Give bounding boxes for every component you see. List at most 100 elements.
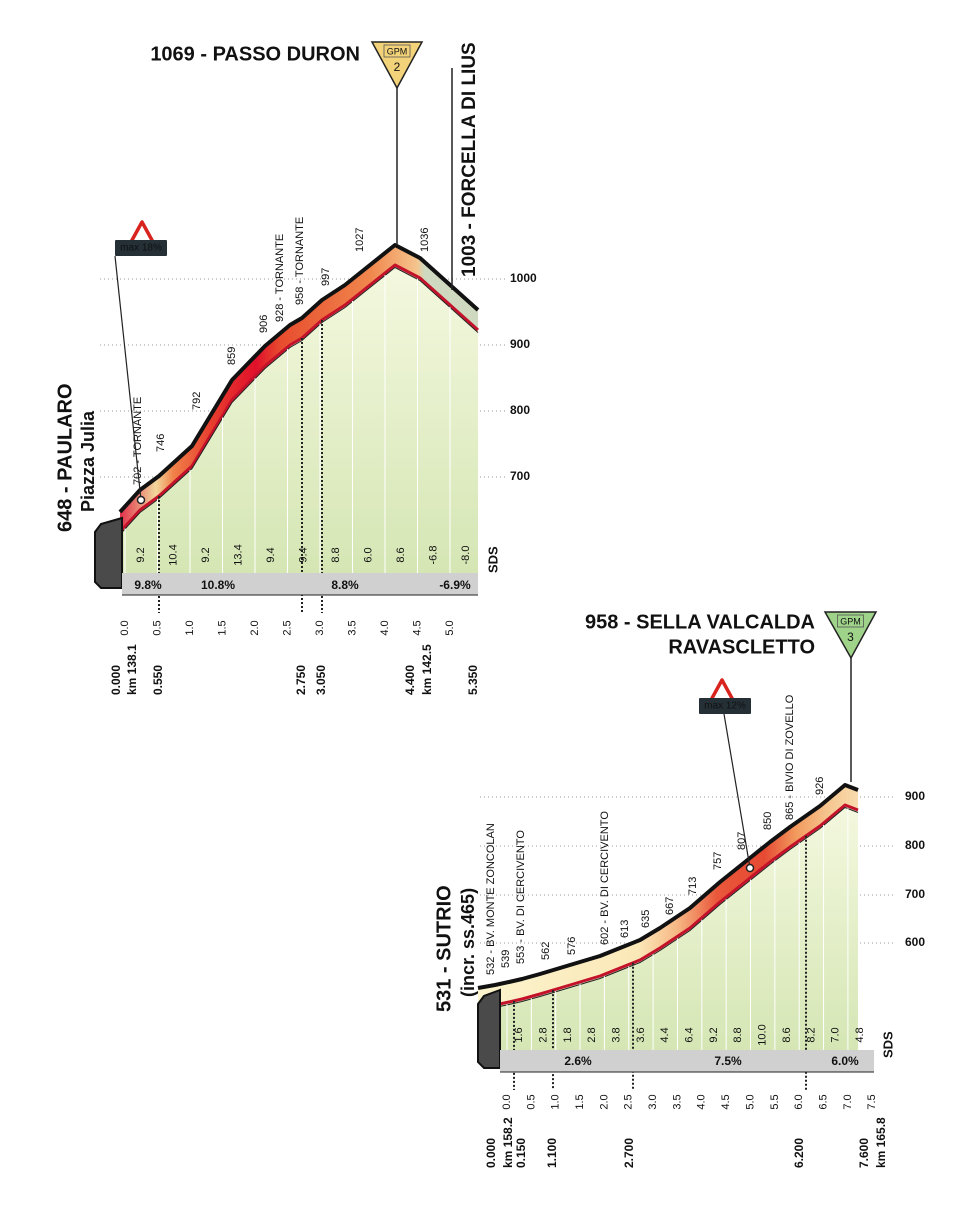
start-block [477,988,501,1069]
gpm-triangle [370,41,424,90]
gradient-label: 3.8 [610,1027,622,1042]
warning-triangle [709,678,735,702]
km-tick: 5.0 [444,620,456,635]
road-top [477,783,859,990]
gpm-label: GPM [387,46,408,56]
waypoint-label: 906 [258,315,270,333]
start-sub: Piazza Julia [78,410,98,512]
altitude-tick: 600 [905,935,925,949]
gradient-label: 9.2 [135,547,147,562]
average-strip [500,1050,874,1072]
max-line [114,255,142,501]
waypoint-label: 602 - BV. DI CERCIVENTO [599,811,611,945]
gradient-label: 1.8 [562,1027,574,1042]
gpm-box [383,44,411,58]
km-tick: 4.5 [720,1094,732,1109]
start-sub: (incr. ss.465) [458,888,478,997]
waypoint-label: 865 - BIVIO DI ZOVELLO [784,694,796,820]
altitude-tick: 900 [905,789,925,803]
distance-label: 3.050 [314,665,328,695]
gradient-label: 6.4 [684,1027,696,1042]
start-label: 648 - PAULARO [54,383,76,532]
average-strip [122,573,478,595]
gradient-label: 8.6 [395,547,407,562]
distance-label: 2.700 [622,1138,636,1168]
gradient-label: 4.8 [854,1027,866,1042]
gpm-number: 3 [847,630,854,644]
max-label: max 12% [704,701,746,712]
waypoint-label: 850 [762,812,774,830]
distance-label: 0.150 [514,1138,528,1168]
gradient-label: 8.8 [330,547,342,562]
profile-area [120,265,478,573]
km-tick: 2.0 [598,1094,610,1109]
km-tick: 3.5 [671,1094,683,1109]
road-top [118,243,480,514]
gradient-label: 4.4 [659,1027,671,1042]
gradient-label: 13.4 [233,544,245,565]
km-tick: 0.0 [119,620,131,635]
gradient-label: 9.2 [708,1027,720,1042]
logo: SDS [485,546,500,573]
max-line [723,713,751,869]
km-tick: 2.5 [623,1094,635,1109]
waypoint-label: 667 [664,897,676,915]
waypoint-label: 613 [619,920,631,938]
waypoint-label: 958 - TORNANTE [294,217,306,305]
road-bottom-edge [119,266,479,535]
distance-label: 1.100 [545,1138,559,1168]
gpm-box [837,614,864,628]
gradient-label: 8.8 [732,1027,744,1042]
km-tick: 3.0 [647,1094,659,1109]
distance-label: 6.200 [792,1138,806,1168]
waypoint-label: 553 - BV. DI CERCIVENTO [515,830,527,964]
waypoint-label: 792 [191,392,203,410]
km-tick: 1.5 [574,1094,586,1109]
km-mark: km 165.8 [874,1117,888,1168]
km-tick: 7.0 [842,1094,854,1109]
altitude-tick: 800 [510,403,530,417]
distance-label: 2.750 [294,665,308,695]
km-tick: 3.5 [346,620,358,635]
logo: SDS [880,1031,895,1058]
waypoint-label: 1036 [419,228,431,252]
average-label: 6.0% [831,1054,859,1068]
km-tick: 7.5 [866,1094,878,1109]
waypoint-label: 702 - TORNANTE [132,397,144,485]
km-tick: 0.5 [525,1094,537,1109]
gradient-label: 8.6 [781,1027,793,1042]
gradient-label: -6.8 [428,546,440,565]
gradient-label: 8.2 [805,1027,817,1042]
km-tick: 2.0 [249,620,261,635]
gradient-label: 2.8 [537,1027,549,1042]
max-box [115,240,167,256]
waypoint-label: 576 [566,937,578,955]
gradient-label: 9.4 [298,547,310,562]
average-label: 2.6% [564,1054,592,1068]
waypoint-label: 713 [687,877,699,895]
distance-label: 5.350 [466,665,480,695]
average-label: 9.8% [134,578,162,592]
pass-label: 1003 - FORCELLA DI LIUS [459,42,480,277]
gradient-label: 1.6 [513,1027,525,1042]
waypoint-label: 635 [640,910,652,928]
altitude-tick: 700 [510,469,530,483]
km-mark: km 142.5 [420,644,434,695]
gradient-label: 3.6 [635,1027,647,1042]
gradient-label: 2.8 [586,1027,598,1042]
altitude-tick: 900 [510,337,530,351]
gradient-label: 7.0 [830,1027,842,1042]
km-tick: 2.5 [281,620,293,635]
altitude-tick: 800 [905,838,925,852]
average-label: 10.8% [201,578,235,592]
km-tick: 4.0 [379,620,391,635]
average-label: 7.5% [714,1054,742,1068]
gpm-label: GPM [840,616,861,626]
distance-label: 7.600 [857,1138,871,1168]
gpm-number: 2 [394,60,401,74]
km-tick: 4.5 [411,620,423,635]
distance-label: 0.000 [109,665,123,695]
road-bottom-edge [477,806,859,1011]
